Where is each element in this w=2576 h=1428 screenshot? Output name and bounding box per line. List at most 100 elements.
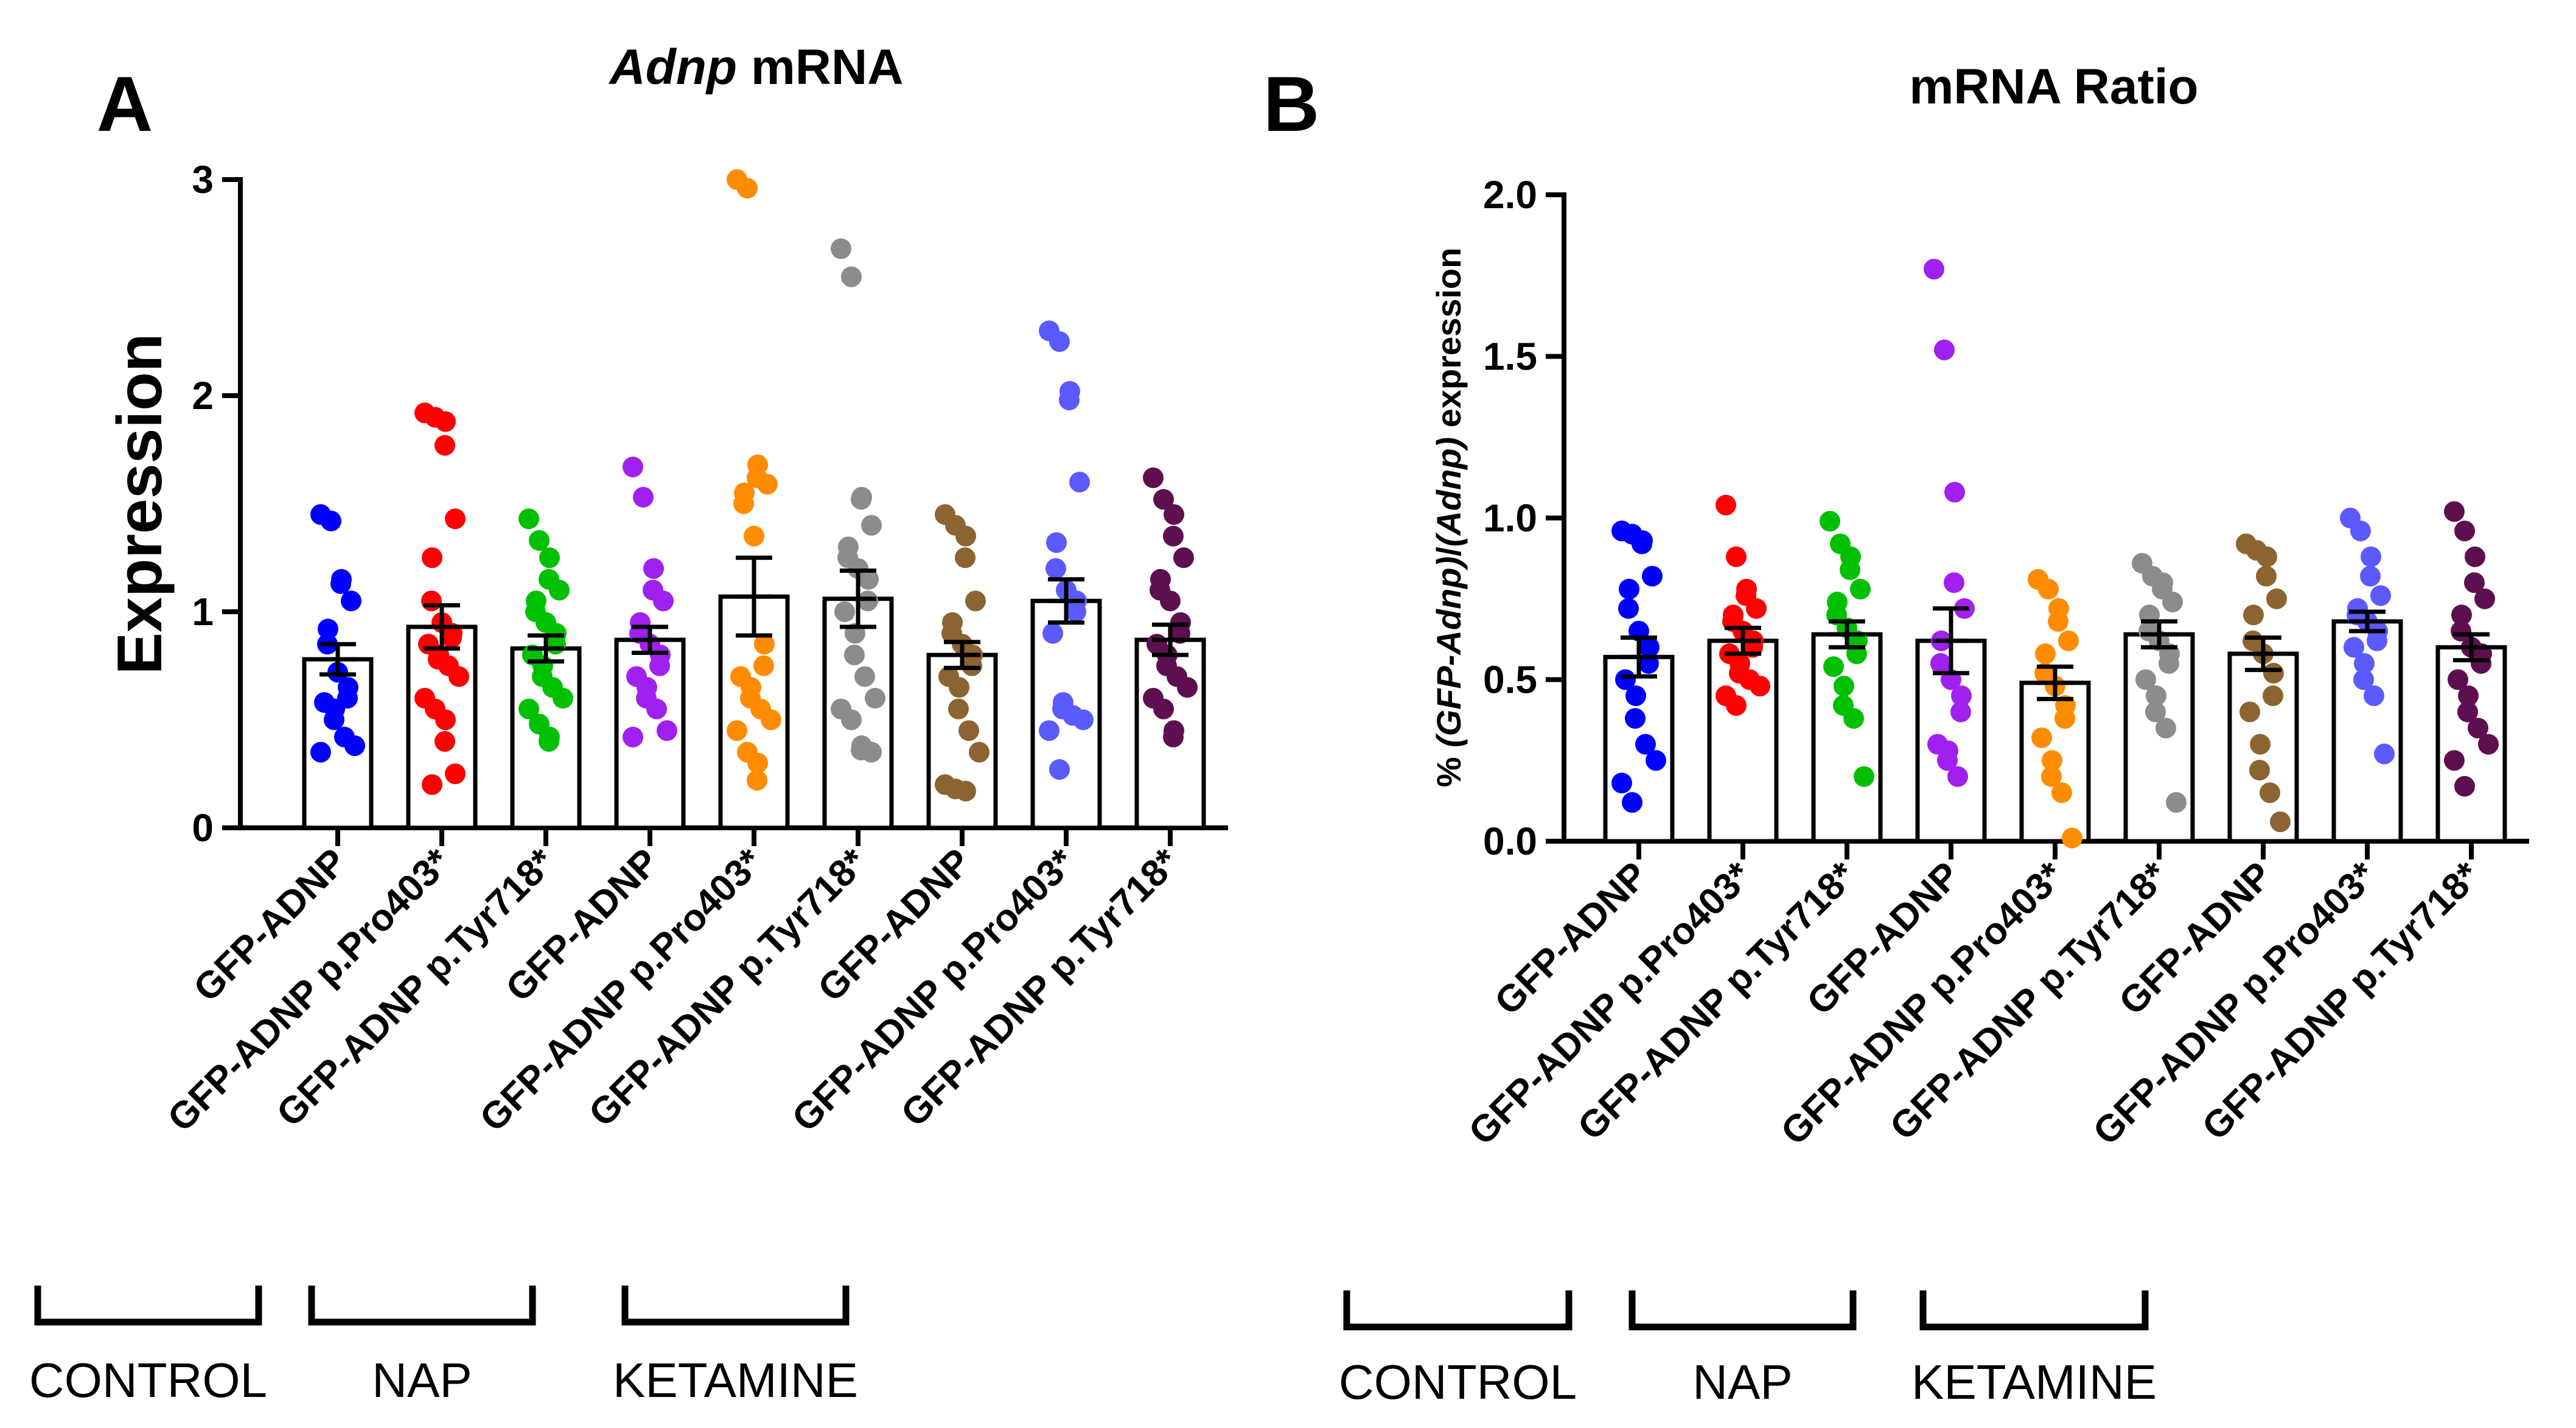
data-point xyxy=(1049,759,1070,780)
data-point xyxy=(2038,578,2059,600)
chart-title: Adnp mRNA xyxy=(609,40,904,95)
data-point xyxy=(2448,669,2468,690)
data-point xyxy=(948,698,969,719)
data-point xyxy=(955,780,976,802)
data-point xyxy=(949,677,969,698)
data-point xyxy=(2458,685,2479,707)
data-point xyxy=(861,741,882,763)
data-point xyxy=(2042,750,2062,771)
data-point xyxy=(2146,685,2166,707)
data-point xyxy=(422,547,442,569)
data-point xyxy=(844,645,865,665)
data-point xyxy=(2031,727,2052,749)
data-point xyxy=(1854,766,1874,787)
data-point xyxy=(2374,743,2395,765)
data-point xyxy=(657,720,677,741)
data-point xyxy=(841,266,862,287)
data-point xyxy=(1625,708,1646,729)
group-label: CONTROL xyxy=(29,1353,267,1407)
data-point xyxy=(737,178,758,199)
data-point xyxy=(1726,695,1747,716)
group-bracket xyxy=(1919,1290,2149,1331)
data-point xyxy=(1716,494,1736,516)
data-point xyxy=(2041,766,2062,787)
data-point xyxy=(2239,701,2260,723)
group-label: CONTROL xyxy=(1339,1355,1577,1409)
data-point xyxy=(2263,685,2283,707)
data-point xyxy=(2361,546,2381,567)
data-point xyxy=(449,666,469,687)
data-point xyxy=(1726,546,1747,567)
data-point xyxy=(1622,792,1642,813)
data-point xyxy=(1642,565,1663,587)
data-point xyxy=(2051,782,2072,803)
data-point xyxy=(646,698,667,719)
data-point xyxy=(1850,578,1871,600)
data-point xyxy=(549,579,570,601)
data-point xyxy=(1820,511,1840,532)
data-point xyxy=(2155,718,2176,739)
data-point xyxy=(1632,533,1652,555)
data-point xyxy=(2249,760,2270,781)
data-point xyxy=(2457,701,2478,723)
data-point xyxy=(1163,525,1184,547)
data-point xyxy=(727,720,747,741)
data-point xyxy=(1843,708,1864,729)
group-bracket xyxy=(34,1286,262,1326)
data-point xyxy=(1066,601,1086,622)
data-point xyxy=(861,515,882,536)
data-point xyxy=(539,731,559,752)
data-point xyxy=(2135,669,2156,690)
data-point xyxy=(857,590,878,612)
data-point xyxy=(2454,775,2475,797)
data-point xyxy=(1944,481,1965,503)
data-point xyxy=(747,769,767,791)
data-point xyxy=(422,774,442,795)
data-point xyxy=(2257,546,2277,567)
data-point xyxy=(2035,643,2056,665)
group-label: NAP xyxy=(372,1353,472,1407)
data-point xyxy=(1153,489,1174,510)
data-point xyxy=(1059,390,1080,411)
data-point xyxy=(1160,590,1181,612)
chart-title: mRNA Ratio xyxy=(1909,59,2198,114)
data-point xyxy=(344,735,365,757)
y-tick-label: 1.0 xyxy=(1483,496,1537,540)
data-point xyxy=(1947,766,1968,787)
data-point xyxy=(421,590,442,612)
data-point xyxy=(2243,604,2264,626)
data-point xyxy=(1750,676,1770,697)
data-point xyxy=(858,569,879,590)
data-point xyxy=(834,601,855,622)
data-point xyxy=(324,709,344,730)
data-point xyxy=(1042,623,1063,644)
group-label: NAP xyxy=(1692,1355,1793,1409)
data-point xyxy=(2468,718,2488,739)
data-point xyxy=(2465,546,2485,567)
data-point xyxy=(623,726,643,747)
data-point xyxy=(2454,520,2475,542)
data-point xyxy=(753,655,774,676)
data-point xyxy=(761,709,781,730)
data-point xyxy=(955,525,976,547)
data-point xyxy=(1069,472,1090,492)
data-point xyxy=(445,508,466,530)
data-point xyxy=(2364,685,2384,707)
data-point xyxy=(2444,750,2465,771)
data-point xyxy=(2464,572,2485,593)
data-point xyxy=(1924,259,1944,280)
data-point xyxy=(2266,588,2287,609)
data-point xyxy=(2145,701,2166,723)
data-point xyxy=(643,558,664,579)
data-point xyxy=(733,493,754,514)
data-point xyxy=(2370,585,2391,606)
data-point xyxy=(1173,547,1194,569)
data-point xyxy=(754,634,775,655)
data-point xyxy=(2360,565,2381,587)
group-bracket xyxy=(1343,1290,1572,1331)
data-point xyxy=(1823,656,1844,677)
y-tick-label: 0.5 xyxy=(1483,658,1537,702)
y-tick-label: 1 xyxy=(192,590,214,634)
data-point xyxy=(649,655,670,676)
